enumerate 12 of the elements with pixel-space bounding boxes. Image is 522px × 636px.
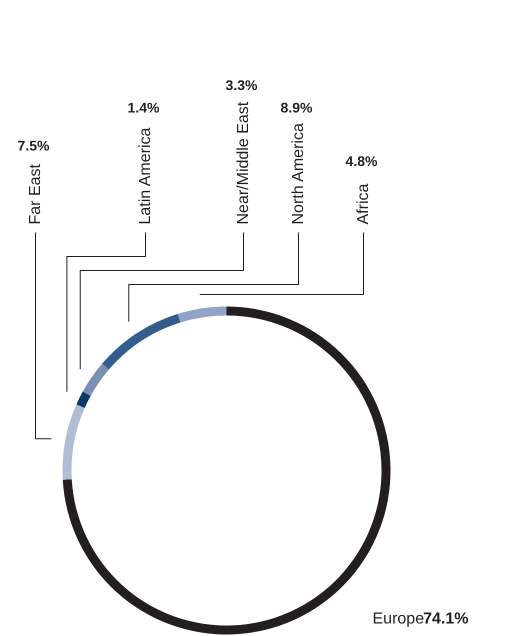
data-label: 4.8% — [346, 152, 378, 169]
data-label: 7.5% — [18, 138, 50, 154]
slice-label: Africa — [355, 184, 372, 224]
data-label: 3.3% — [226, 76, 258, 93]
data-label: 1.4% — [128, 100, 160, 116]
slice-label: North America — [290, 123, 307, 224]
slice-label: Far East — [27, 163, 44, 224]
data-label: 74.1% — [423, 610, 468, 628]
slice-label: Europe — [372, 610, 424, 628]
data-label: 8.9% — [280, 100, 314, 116]
slice-label: Latin America — [137, 127, 154, 224]
slice-label: Near/Middle East — [235, 101, 252, 224]
